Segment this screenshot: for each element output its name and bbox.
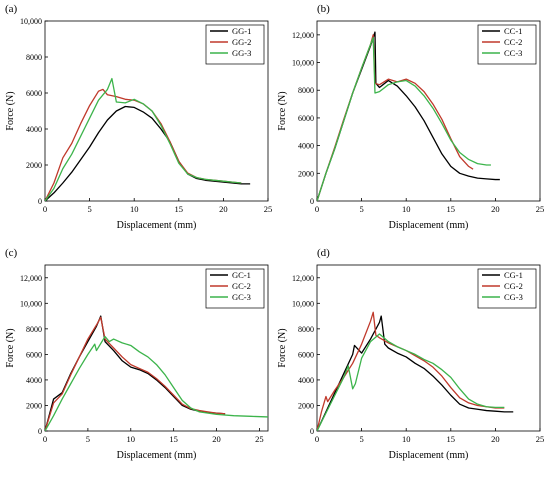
x-tick-label: 0 — [43, 204, 47, 214]
legend-label: CC-1 — [504, 26, 522, 36]
y-tick-label: 0 — [38, 197, 42, 206]
y-tick-label: 0 — [38, 427, 42, 436]
y-tick-label: 6000 — [298, 350, 314, 359]
y-tick-label: 12,000 — [292, 274, 314, 283]
legend-label: GC-1 — [232, 270, 251, 280]
y-tick-label: 6000 — [298, 114, 314, 123]
y-tick-label: 6000 — [26, 89, 42, 98]
plot-frame — [44, 264, 269, 432]
series-line — [45, 77, 242, 201]
legend-label: CC-3 — [504, 48, 522, 58]
x-axis-label: Displacement (mm) — [389, 220, 469, 231]
legend: CG-1CG-2CG-3 — [477, 268, 537, 309]
y-axis-label: Force (N) — [277, 91, 288, 130]
y-tick-label: 8000 — [26, 53, 42, 62]
y-tick-label: 4000 — [298, 142, 314, 151]
legend: CC-1CC-2CC-3 — [477, 24, 537, 65]
x-tick-label: 25 — [264, 204, 273, 214]
y-tick-label: 4000 — [298, 376, 314, 385]
plot-frame — [316, 20, 541, 202]
y-tick-label: 8000 — [298, 325, 314, 334]
y-tick-label: 0 — [310, 197, 314, 206]
x-axis-label: Displacement (mm) — [117, 220, 197, 231]
x-tick-label: 15 — [447, 434, 456, 444]
x-tick-label: 5 — [359, 204, 363, 214]
x-tick-label: 25 — [536, 434, 545, 444]
y-tick-label: 0 — [310, 427, 314, 436]
y-tick-label: 4000 — [26, 376, 42, 385]
x-tick-label: 10 — [127, 434, 136, 444]
legend-label: GC-3 — [232, 292, 251, 302]
x-tick-label: 5 — [87, 204, 91, 214]
x-tick-label: 10 — [130, 204, 139, 214]
legend-label: GG-2 — [232, 37, 251, 47]
y-axis-label: Force (N) — [5, 328, 16, 367]
series-line — [317, 36, 491, 201]
legend: GC-1GC-2GC-3 — [205, 268, 265, 309]
y-axis-label: Force (N) — [277, 328, 288, 367]
y-tick-label: 12,000 — [292, 31, 314, 40]
legend: GG-1GG-2GG-3 — [205, 24, 265, 65]
legend-label: CG-3 — [504, 292, 523, 302]
y-axis-label: Force (N) — [5, 91, 16, 130]
series-line — [317, 34, 474, 201]
legend-label: CG-2 — [504, 281, 523, 291]
y-tick-label: 8000 — [26, 325, 42, 334]
x-axis-label: Displacement (mm) — [117, 450, 197, 461]
panel-label: (a) — [5, 3, 18, 15]
x-tick-label: 5 — [359, 434, 363, 444]
x-axis-label: Displacement (mm) — [389, 450, 469, 461]
legend-label: CC-2 — [504, 37, 522, 47]
plot-frame — [316, 264, 541, 432]
x-tick-label: 15 — [447, 204, 456, 214]
x-tick-label: 20 — [491, 434, 500, 444]
y-tick-label: 2000 — [298, 401, 314, 410]
legend-label: GC-2 — [232, 281, 251, 291]
x-tick-label: 10 — [402, 434, 411, 444]
y-tick-label: 10,000 — [292, 59, 314, 68]
series-line — [45, 105, 251, 201]
panel-label: (c) — [5, 247, 18, 259]
y-tick-label: 6000 — [26, 350, 42, 359]
x-tick-label: 5 — [86, 434, 90, 444]
y-tick-label: 12,000 — [20, 274, 42, 283]
x-tick-label: 25 — [255, 434, 264, 444]
x-tick-label: 25 — [536, 204, 545, 214]
x-tick-label: 10 — [402, 204, 411, 214]
series-line — [317, 333, 505, 431]
legend-label: GG-1 — [232, 26, 251, 36]
x-tick-label: 15 — [169, 434, 178, 444]
chart-panel: (d) 0 5 10 15 20 25 0 2000 4000 6000 8000 10,000 12,0… — [277, 247, 544, 461]
series-line — [45, 88, 242, 201]
x-tick-label: 20 — [491, 204, 500, 214]
x-tick-label: 0 — [315, 434, 319, 444]
legend-label: CG-1 — [504, 270, 523, 280]
chart-panel: (c) 0 5 10 15 20 25 0 2000 4000 6000 8000 10,000 12,0… — [5, 247, 269, 461]
series-line — [45, 316, 226, 431]
y-tick-label: 8000 — [298, 86, 314, 95]
plot-frame — [44, 20, 269, 202]
panel-label: (b) — [317, 3, 330, 15]
x-tick-label: 0 — [43, 434, 47, 444]
y-tick-label: 10,000 — [20, 17, 42, 26]
y-tick-label: 2000 — [26, 401, 42, 410]
x-tick-label: 15 — [175, 204, 184, 214]
y-tick-label: 4000 — [26, 125, 42, 134]
x-tick-label: 20 — [212, 434, 221, 444]
series-line — [45, 335, 268, 431]
x-tick-label: 20 — [219, 204, 228, 214]
legend-label: GG-3 — [232, 48, 251, 58]
series-line — [317, 315, 514, 431]
chart-panel: (b) 0 5 10 15 20 25 0 2000 4000 6000 8000 10,000 12,0… — [277, 3, 544, 231]
chart-panel: (a) 0 5 10 15 20 25 0 2000 4000 6000 8000 10,000 Disp… — [5, 3, 272, 231]
y-tick-label: 10,000 — [20, 299, 42, 308]
x-tick-label: 0 — [315, 204, 319, 214]
y-tick-label: 10,000 — [292, 299, 314, 308]
y-tick-label: 2000 — [298, 169, 314, 178]
y-tick-label: 2000 — [26, 161, 42, 170]
panel-label: (d) — [317, 247, 330, 259]
